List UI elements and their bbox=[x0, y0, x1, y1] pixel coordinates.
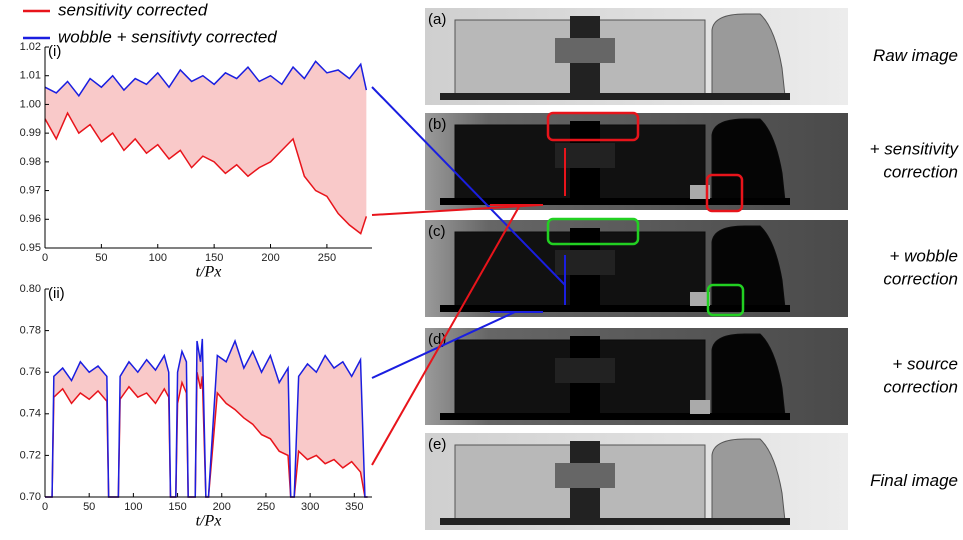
y-tick-label: 0.96 bbox=[20, 213, 41, 225]
y-tick-label: 0.78 bbox=[20, 325, 41, 337]
xray-panel: (c) + wobble correction bbox=[425, 220, 958, 317]
panel-label: (a) bbox=[428, 11, 446, 28]
fill-between bbox=[45, 338, 368, 497]
xray-panel: (e) Final image bbox=[425, 433, 958, 530]
charts: 0.95 0.96 0.97 0.98 0.99 1.00 1.01 1.02 0 50 100 15… bbox=[20, 0, 372, 530]
truck-cab bbox=[711, 13, 786, 97]
x-tick-label: 200 bbox=[261, 252, 279, 264]
legend-label: wobble + sensitivty corrected bbox=[58, 27, 277, 46]
panel-caption: correction bbox=[883, 162, 958, 181]
x-tick-label: 150 bbox=[168, 501, 186, 513]
x-axis-label: t/Px bbox=[196, 264, 222, 281]
y-tick-label: 0.95 bbox=[20, 242, 41, 254]
x-tick-label: 0 bbox=[42, 252, 48, 264]
panel-caption: correction bbox=[883, 269, 958, 288]
x-tick-label: 100 bbox=[124, 501, 142, 513]
truck-cargo bbox=[555, 38, 615, 63]
x-tick-label: 200 bbox=[213, 501, 231, 513]
truck-cab bbox=[711, 438, 786, 522]
image-panels: (a)Raw image(b)+ sensitivitycorrection(c… bbox=[425, 8, 959, 530]
gap bbox=[690, 400, 710, 414]
y-tick-label: 0.74 bbox=[20, 408, 41, 420]
panel-label: (c) bbox=[428, 223, 446, 240]
truck-cab bbox=[711, 118, 786, 202]
xray-panel: (a) Raw image bbox=[425, 8, 958, 105]
xray-panel: (b) + sensitivity correction bbox=[425, 113, 959, 210]
x-axis-label: t/Px bbox=[196, 513, 222, 530]
series-line bbox=[45, 338, 368, 498]
y-tick-label: 0.99 bbox=[20, 127, 41, 139]
line-chart: 0.95 0.96 0.97 0.98 0.99 1.00 1.01 1.02 0 50 100 15… bbox=[20, 0, 372, 281]
connector-lines bbox=[371, 86, 745, 466]
truck-cab bbox=[711, 333, 786, 417]
x-tick-label: 300 bbox=[301, 501, 319, 513]
y-tick-label: 1.00 bbox=[20, 98, 41, 110]
truck-cab bbox=[711, 225, 786, 309]
truck-cargo bbox=[555, 463, 615, 488]
x-tick-label: 50 bbox=[95, 252, 107, 264]
truck-chassis bbox=[440, 413, 790, 420]
gap bbox=[690, 292, 710, 306]
y-tick-label: 0.97 bbox=[20, 184, 41, 196]
panel-caption: correction bbox=[883, 377, 958, 396]
x-tick-label: 250 bbox=[257, 501, 275, 513]
y-tick-label: 0.72 bbox=[20, 449, 41, 461]
panel-caption: + source bbox=[892, 354, 958, 373]
x-tick-label: 0 bbox=[42, 501, 48, 513]
truck-chassis bbox=[440, 93, 790, 100]
y-tick-label: 0.80 bbox=[20, 283, 41, 295]
panel-caption: + wobble bbox=[889, 246, 958, 265]
x-tick-label: 150 bbox=[205, 252, 223, 264]
truck-cargo bbox=[555, 358, 615, 383]
series-line bbox=[44, 60, 368, 98]
truck-chassis bbox=[440, 198, 790, 205]
fill-between bbox=[45, 61, 367, 234]
legend-label: sensitivity corrected bbox=[58, 0, 208, 19]
y-tick-label: 0.98 bbox=[20, 156, 41, 168]
y-tick-label: 0.76 bbox=[20, 366, 41, 378]
x-tick-label: 50 bbox=[83, 501, 95, 513]
x-tick-label: 250 bbox=[318, 252, 336, 264]
truck-chassis bbox=[440, 518, 790, 525]
x-tick-label: 350 bbox=[345, 501, 363, 513]
panel-label: (b) bbox=[428, 116, 446, 133]
truck-chassis bbox=[440, 305, 790, 312]
panel-caption: Final image bbox=[870, 471, 958, 490]
panel-caption: Raw image bbox=[873, 46, 958, 65]
y-tick-label: 0.70 bbox=[20, 491, 41, 503]
panel-label: (ii) bbox=[48, 285, 65, 302]
panel-label: (e) bbox=[428, 436, 446, 453]
series-line bbox=[44, 111, 368, 235]
gap bbox=[690, 185, 710, 199]
line-chart: 0.70 0.72 0.74 0.76 0.78 0.80 0 50 100 150 200 250 3… bbox=[20, 283, 372, 530]
panel-caption: + sensitivity bbox=[870, 139, 960, 158]
y-tick-label: 1.02 bbox=[20, 41, 41, 53]
x-tick-label: 100 bbox=[149, 252, 167, 264]
y-tick-label: 1.01 bbox=[20, 70, 41, 82]
panel-label: (i) bbox=[48, 43, 61, 60]
